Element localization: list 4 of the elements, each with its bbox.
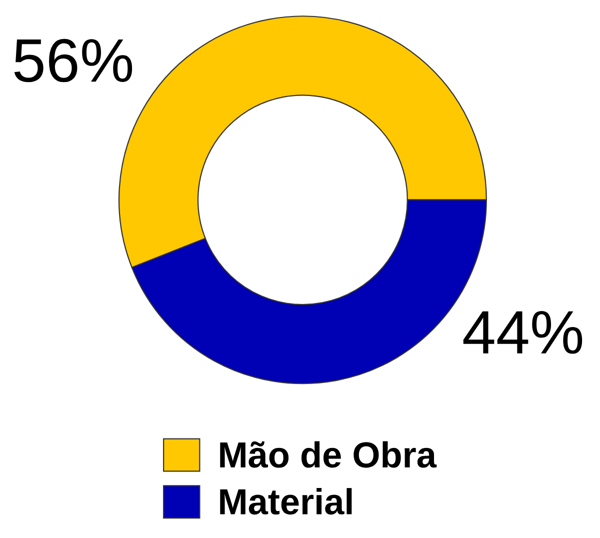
legend-label: Material	[220, 488, 352, 515]
legend-label: Mão de Obra	[220, 441, 437, 468]
data-label: 44%	[463, 311, 582, 354]
data-label: 56%	[14, 38, 132, 82]
